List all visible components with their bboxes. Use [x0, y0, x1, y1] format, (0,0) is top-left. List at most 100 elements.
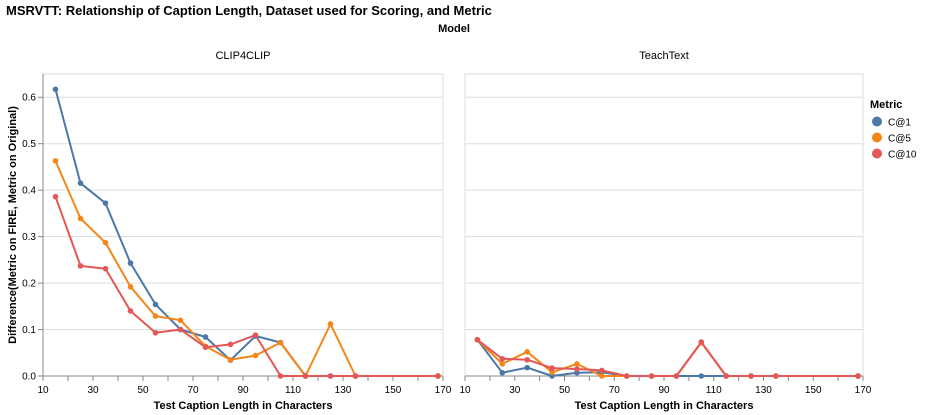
data-point-c-at-5 [177, 317, 184, 324]
facet-title: Model [438, 23, 470, 35]
data-point-c-at-1 [698, 373, 705, 379]
x-axis-title: Test Caption Length in Characters [154, 400, 333, 412]
x-tick-label: 90 [658, 385, 670, 396]
x-tick-label: 50 [559, 385, 571, 396]
data-point-c-at-10 [52, 193, 59, 200]
y-axis-title: Difference(Metric on FIRE, Metric on Ori… [7, 106, 19, 344]
data-point-c-at-10 [524, 356, 530, 363]
data-point-c-at-5 [499, 361, 506, 367]
data-point-c-at-10 [698, 339, 705, 345]
data-point-c-at-10 [202, 344, 209, 350]
data-point-c-at-5 [327, 321, 334, 327]
data-point-c-at-5 [252, 352, 259, 359]
series-line-c-at-5 [54, 160, 438, 377]
data-point-c-at-10 [227, 341, 234, 348]
data-point-c-at-10 [77, 263, 84, 269]
data-point-c-at-10 [599, 367, 605, 374]
x-tick-label: 30 [509, 385, 521, 396]
legend-label: C@10 [888, 150, 917, 161]
data-point-c-at-10 [352, 373, 359, 379]
x-axis-title: Test Caption Length in Characters [575, 400, 754, 412]
chart-title: MSRVTT: Relationship of Caption Length, … [6, 3, 492, 18]
data-point-c-at-5 [599, 373, 605, 379]
x-tick-label: 30 [87, 385, 99, 396]
legend-label: C@1 [888, 118, 911, 129]
y-tick-label: 0.1 [22, 325, 36, 336]
x-tick-label: 70 [609, 385, 621, 396]
data-point-c-at-10 [748, 373, 754, 379]
data-point-c-at-10 [623, 373, 630, 379]
data-point-c-at-10 [499, 356, 506, 362]
data-point-c-at-5 [127, 283, 134, 290]
data-point-c-at-10 [102, 265, 109, 272]
legend-title: Metric [870, 99, 902, 111]
panel-frame [464, 73, 864, 377]
data-point-c-at-5 [227, 356, 234, 363]
data-point-c-at-10 [723, 373, 729, 379]
data-point-c-at-10 [474, 336, 481, 343]
x-tick-label: 170 [435, 385, 452, 396]
y-tick-label: 0.5 [22, 139, 36, 150]
data-point-c-at-5 [524, 349, 530, 355]
x-tick-label: 70 [187, 385, 199, 396]
y-tick-label: 0.3 [22, 232, 36, 243]
x-tick-label: 170 [855, 385, 872, 396]
data-point-c-at-5 [574, 361, 580, 367]
x-tick-label: 130 [755, 385, 772, 396]
data-point-c-at-1 [152, 301, 159, 308]
data-point-c-at-10 [648, 373, 655, 379]
legend-swatch-c-at-1 [872, 116, 882, 127]
data-point-c-at-10 [574, 366, 580, 372]
data-point-c-at-10 [773, 373, 779, 379]
data-point-c-at-10 [673, 373, 680, 379]
data-point-c-at-5 [277, 339, 284, 346]
x-tick-label: 10 [37, 385, 49, 396]
x-tick-label: 110 [285, 385, 301, 396]
data-point-c-at-1 [102, 200, 109, 206]
data-point-c-at-10 [152, 329, 159, 336]
panel-title: CLIP4CLIP [215, 50, 270, 62]
data-point-c-at-10 [549, 365, 555, 371]
x-tick-label: 110 [706, 385, 722, 396]
legend: Metric C@1 C@5 C@10 [870, 99, 917, 161]
panel-frame [42, 73, 444, 377]
data-point-c-at-10 [302, 373, 309, 379]
data-point-c-at-10 [435, 373, 441, 379]
y-tick-label: 0.4 [22, 186, 36, 197]
data-point-c-at-10 [252, 332, 259, 338]
data-point-c-at-1 [52, 86, 59, 93]
y-tick-label: 0.6 [22, 93, 36, 104]
legend-swatch-c-at-10 [872, 148, 882, 159]
data-point-c-at-5 [77, 215, 84, 222]
facet-panels: CLIP4CLIP 0.0 0.1 0.2 0.3 0.4 0.5 0.6 10 30 50 70 90… [22, 50, 872, 412]
data-point-c-at-1 [499, 369, 506, 376]
data-point-c-at-10 [127, 308, 134, 314]
data-point-c-at-10 [855, 373, 861, 379]
data-point-c-at-5 [152, 313, 159, 319]
series-line-c-at-1 [54, 89, 438, 377]
x-tick-label: 150 [385, 385, 402, 396]
legend-swatch-c-at-5 [872, 132, 882, 143]
data-point-c-at-10 [177, 326, 184, 333]
data-point-c-at-10 [277, 373, 284, 379]
data-point-c-at-1 [524, 364, 530, 371]
x-tick-label: 150 [805, 385, 822, 396]
series-line-c-at-10 [476, 339, 858, 377]
x-tick-label: 10 [459, 385, 471, 396]
data-point-c-at-1 [127, 260, 134, 266]
y-tick-label: 0.2 [22, 279, 36, 290]
panel-clip4clip: CLIP4CLIP 0.0 0.1 0.2 0.3 0.4 0.5 0.6 10 30 50 70 90… [22, 50, 452, 412]
data-point-c-at-1 [77, 180, 84, 186]
legend-label: C@5 [888, 134, 911, 145]
data-point-c-at-5 [549, 369, 555, 376]
panel-title: TeachText [639, 50, 689, 62]
data-point-c-at-5 [102, 239, 109, 246]
data-point-c-at-1 [202, 334, 209, 340]
data-point-c-at-10 [327, 373, 334, 379]
data-point-c-at-5 [52, 158, 59, 164]
panel-teachtext: TeachText 10 30 50 70 90 110 130 150 170 Test Capt… [459, 50, 871, 412]
x-tick-label: 90 [237, 385, 249, 396]
series-line-c-at-10 [54, 196, 438, 377]
y-tick-label: 0.0 [22, 372, 36, 383]
